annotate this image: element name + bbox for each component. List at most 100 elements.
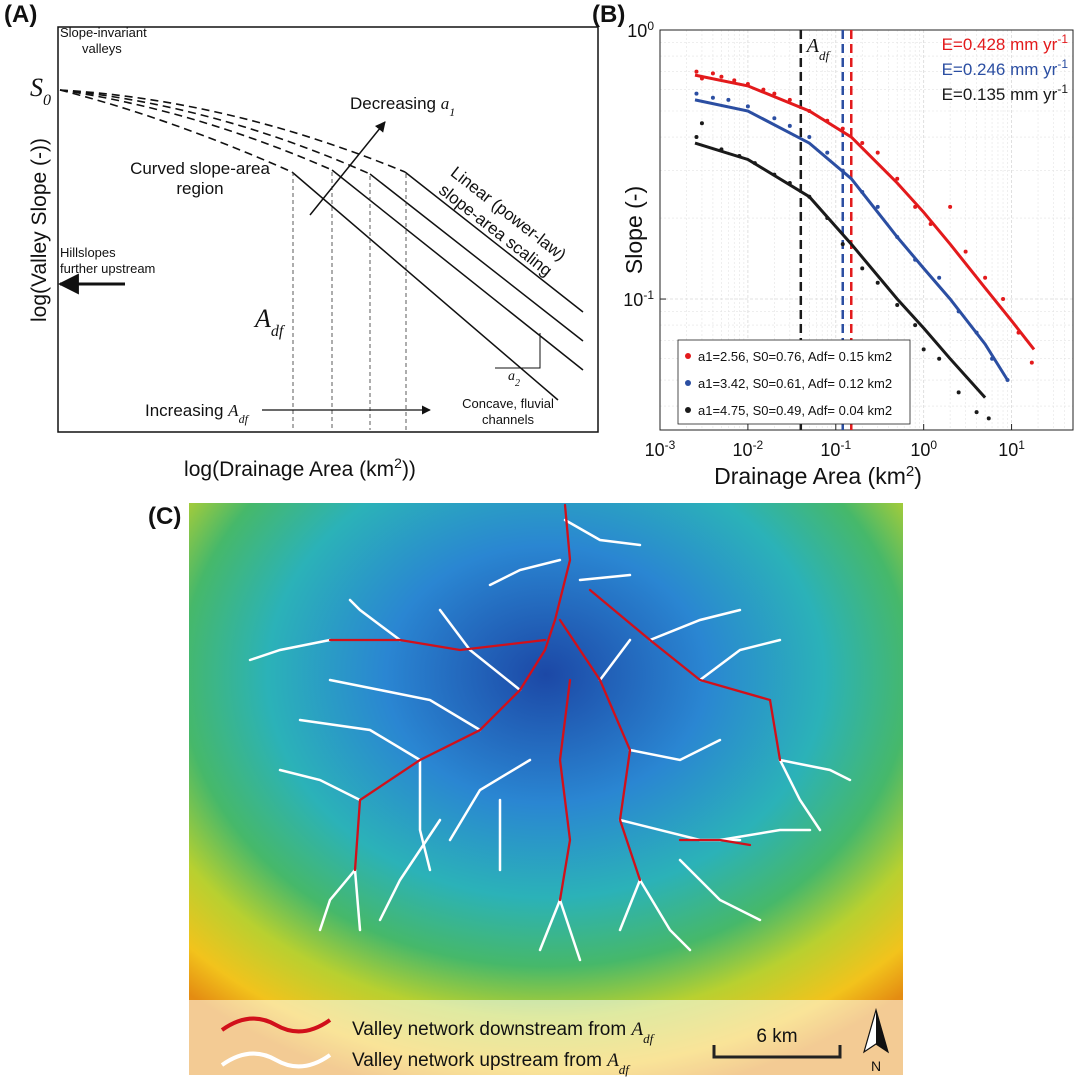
s0-label: S0: [30, 73, 51, 109]
text: region: [176, 179, 223, 198]
frame: [57, 26, 599, 433]
tick-label: 10-2: [733, 438, 764, 460]
point: [937, 275, 942, 280]
point: [875, 204, 880, 209]
tick-base: 10: [733, 440, 753, 460]
text: log(Drainage Area (km: [184, 458, 394, 481]
tick-base: 10: [627, 21, 647, 41]
legend-label: a1=2.56, S0=0.76, Adf= 0.15 km2: [698, 349, 892, 364]
x-axis-label: log(Drainage Area (km2)): [184, 455, 416, 481]
point: [860, 141, 865, 146]
point: [956, 390, 961, 395]
y-axis-label: log(Valley Slope (-)): [28, 138, 51, 322]
point: [963, 249, 968, 254]
tick-label: 101: [998, 438, 1025, 460]
legend-label: a1=4.75, S0=0.49, Adf= 0.04 km2: [698, 403, 892, 418]
tick-label: 100: [910, 438, 937, 460]
tick-exponent: 0: [647, 19, 654, 33]
subscript: df: [619, 1062, 632, 1077]
text: Valley network upstream from: [352, 1050, 607, 1071]
point: [895, 303, 900, 308]
annotation: Curved slope-area region: [130, 159, 270, 198]
text: Slope-invariant: [60, 25, 147, 40]
point: [860, 266, 865, 271]
point: [710, 95, 715, 100]
north-arrow: [876, 1010, 888, 1052]
text: channels: [482, 412, 535, 427]
subscript: 2: [515, 378, 520, 389]
subscript: 0: [43, 92, 51, 109]
text: E=0.246 mm yr: [942, 60, 1058, 79]
panel-label: (B): [592, 1, 625, 28]
linear-lines: [291, 169, 584, 401]
fit-curve: [694, 141, 987, 399]
panel-label: (C): [148, 503, 181, 530]
tick-exponent: 1: [1018, 438, 1025, 452]
scale-bar: [712, 1045, 842, 1059]
point: [825, 150, 830, 155]
point: [937, 356, 942, 361]
legend-box: [677, 339, 911, 425]
point: [974, 410, 979, 415]
point: [913, 323, 918, 328]
point: [986, 416, 991, 421]
point: [921, 347, 926, 352]
tick-base: 10: [645, 440, 665, 460]
annotation: Increasing Adf: [145, 401, 250, 426]
legend-swatch: [220, 1016, 332, 1034]
tick-label: 10-3: [645, 438, 676, 460]
panel-c: (C) Valley network downstream from Adf V…: [148, 503, 903, 1077]
text: E=0.428 mm yr: [942, 35, 1058, 54]
annotation: E=0.135 mm yr-1: [942, 82, 1069, 104]
legend-label: Valley network upstream from Adf: [352, 1050, 631, 1077]
point: [772, 91, 777, 96]
tick-label: 10-1: [623, 288, 654, 310]
point: [732, 78, 737, 83]
point: [726, 97, 731, 102]
point: [694, 91, 699, 96]
text: A: [605, 1050, 619, 1071]
north-label: N: [871, 1058, 881, 1074]
point: [840, 242, 845, 247]
tick-label: 100: [627, 19, 654, 41]
point: [948, 204, 953, 209]
point: [875, 280, 880, 285]
point: [699, 121, 704, 126]
point: [719, 74, 724, 79]
y-axis-label: Slope (-): [621, 186, 647, 274]
superscript: 2: [906, 463, 914, 480]
subscript: df: [643, 1031, 656, 1046]
legend-marker: [685, 353, 691, 359]
text: Decreasing: [350, 94, 441, 113]
superscript: -1: [1057, 57, 1068, 71]
tick-exponent: 0: [930, 438, 937, 452]
panel-a: (A) Slope-invariant valleys S0 Decreasing…: [4, 1, 599, 481]
tick-base: 10: [998, 440, 1018, 460]
plot-frame: [659, 29, 1074, 431]
tick-exponent: -2: [753, 438, 764, 452]
x-axis-label: Drainage Area (km2): [714, 463, 922, 490]
superscript: 2: [394, 455, 402, 471]
point: [895, 176, 900, 181]
tick-base: 10: [820, 440, 840, 460]
threshold-label: Adf: [805, 35, 832, 63]
tick-exponent: -3: [665, 438, 676, 452]
legend-marker: [685, 380, 691, 386]
text: further upstream: [60, 261, 155, 276]
point: [772, 116, 777, 121]
point: [694, 69, 699, 74]
panel-label: (A): [4, 1, 37, 28]
annotation: E=0.246 mm yr-1: [942, 57, 1069, 79]
text: S: [30, 73, 43, 102]
adf-lines: [292, 172, 407, 430]
subscript: 1: [449, 105, 455, 119]
text: a: [508, 369, 515, 384]
point: [983, 275, 988, 280]
annotation: Linear (power-law)slope-area scaling: [434, 163, 570, 281]
text: A: [805, 35, 820, 57]
point: [745, 104, 750, 109]
text: Curved slope-area: [130, 159, 270, 178]
annotation: Slope-invariant valleys: [60, 25, 147, 56]
text: valleys: [82, 41, 122, 56]
